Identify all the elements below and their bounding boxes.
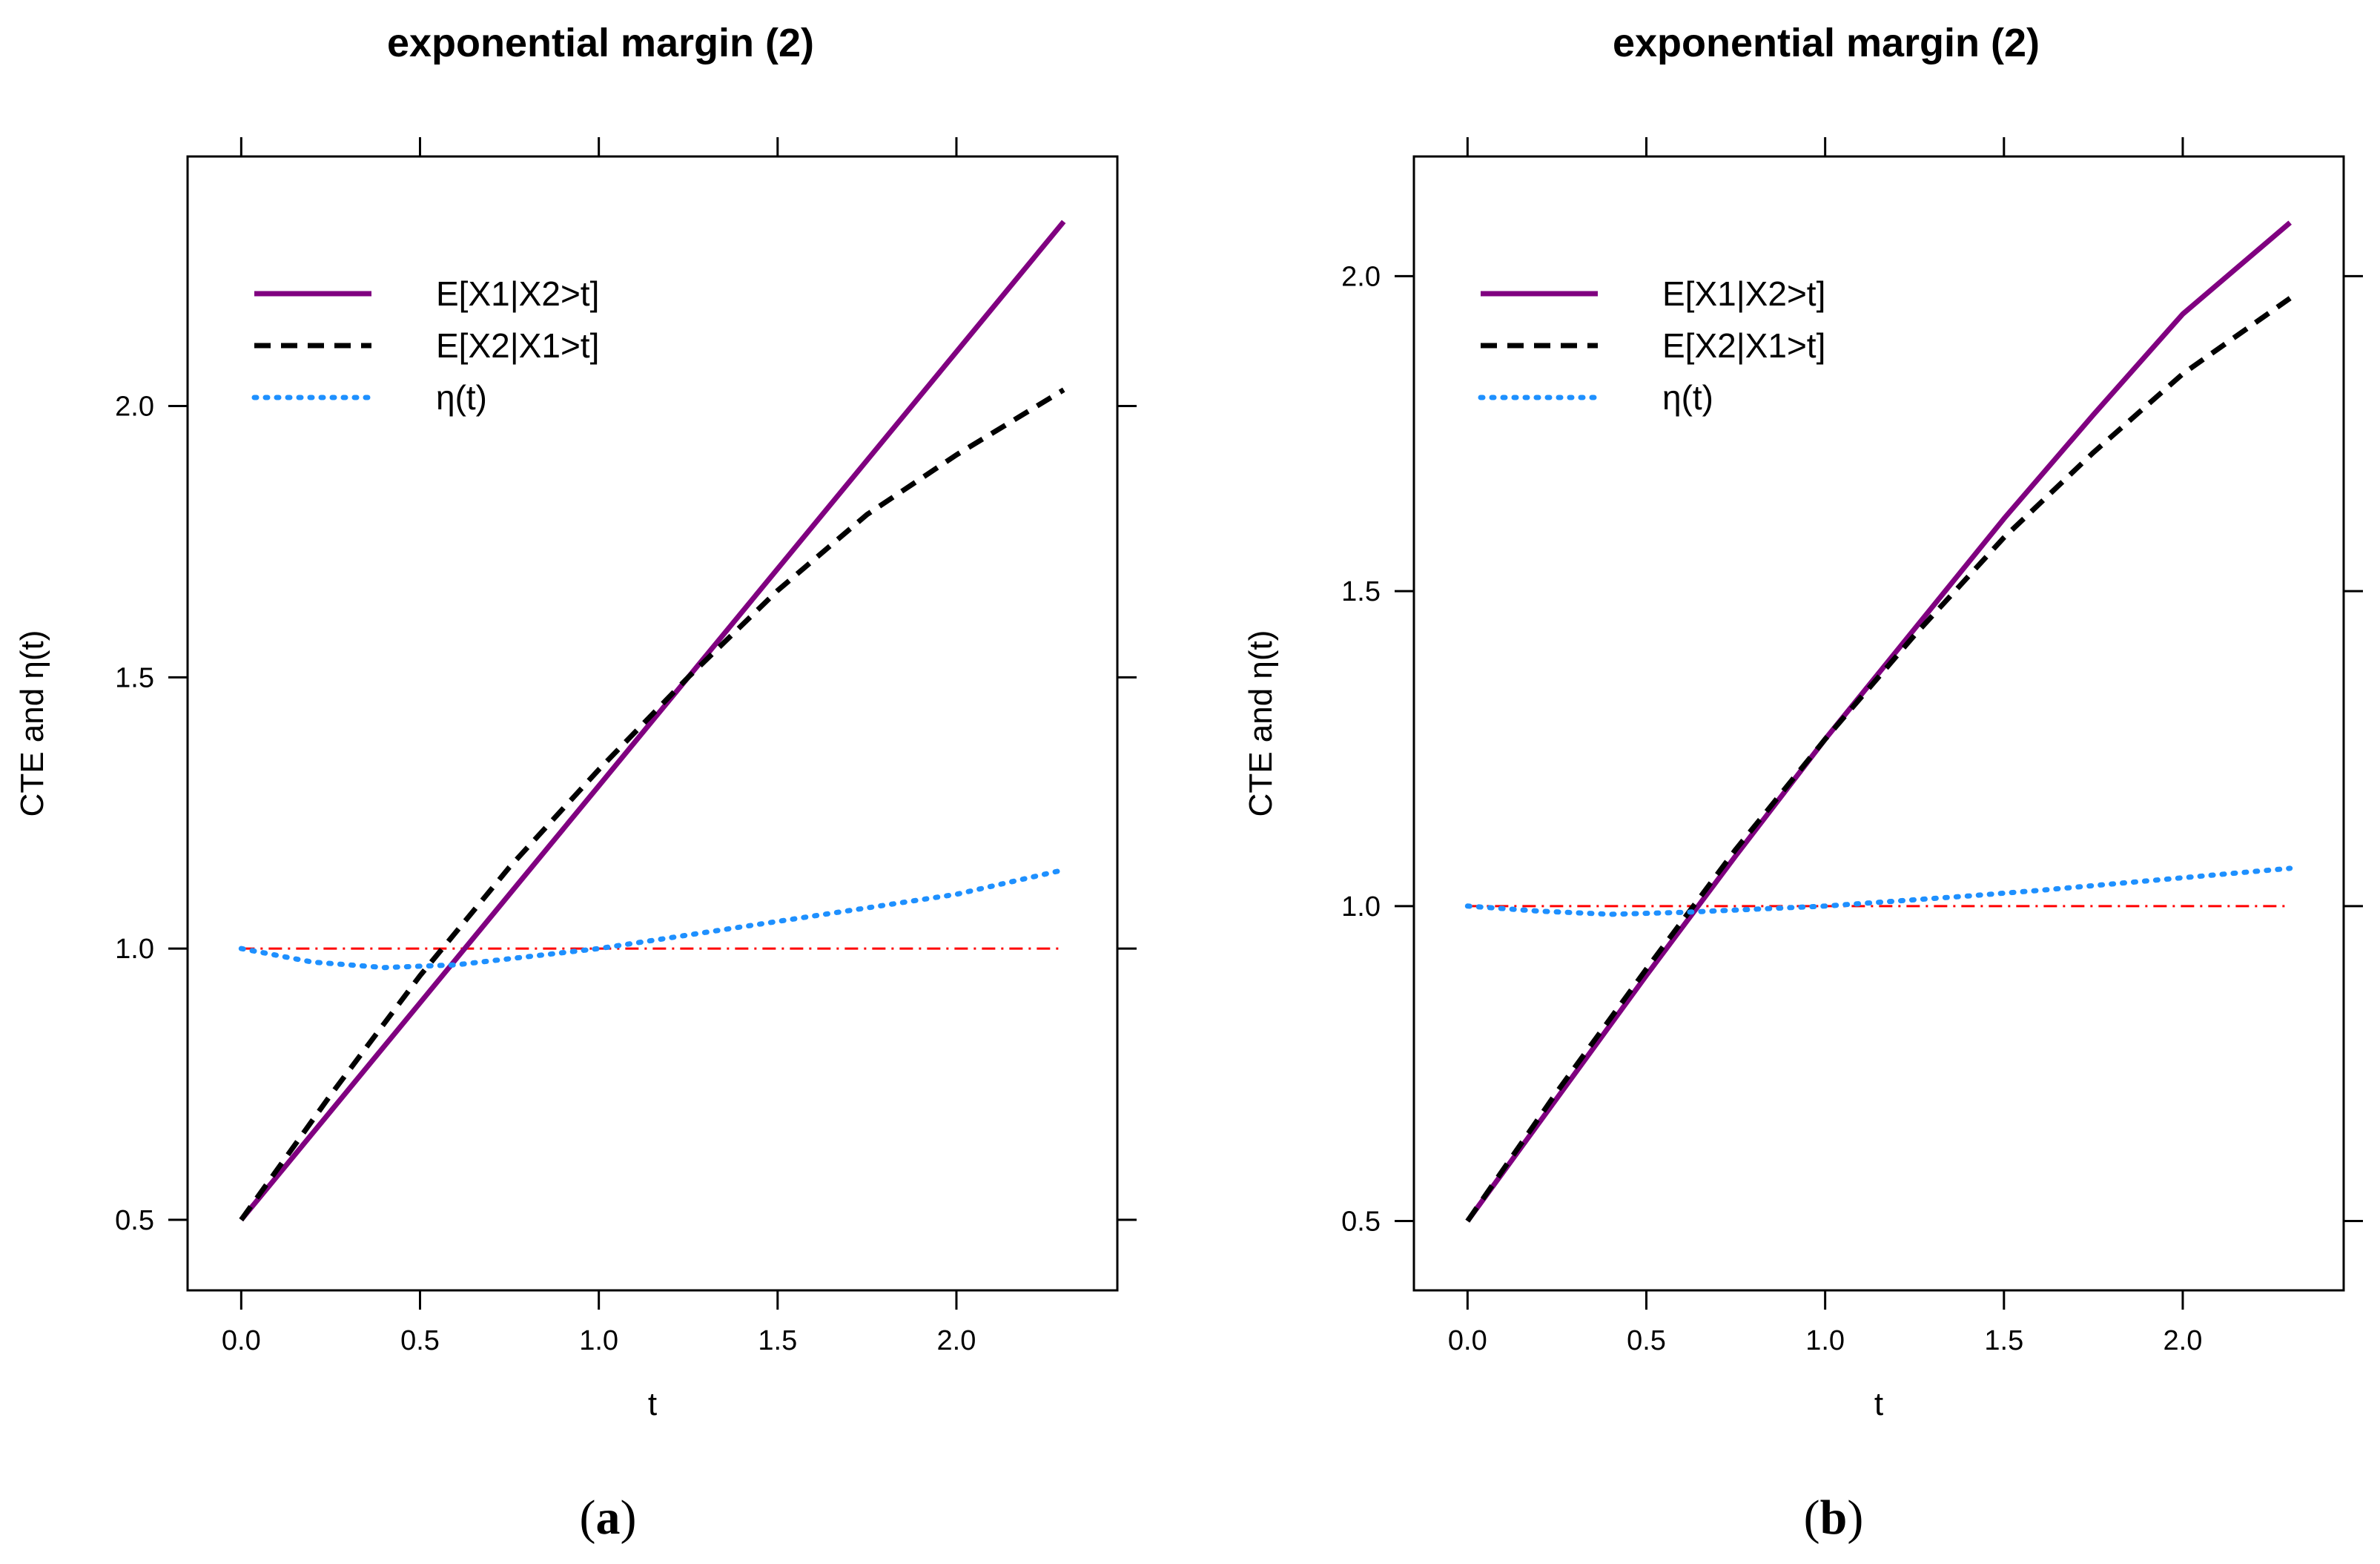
- x-tick-label: 1.0: [1805, 1325, 1845, 1356]
- series-line-3: [1464, 865, 2293, 917]
- series-line-2: [239, 387, 1065, 1221]
- legend-label: η(t): [1662, 378, 1713, 417]
- x-tick-label: 1.5: [758, 1325, 797, 1356]
- y-tick-label: 0.5: [1341, 1207, 1381, 1238]
- legend-label: E[X1|X2>t]: [436, 274, 599, 313]
- x-tick-label: 0.0: [222, 1325, 261, 1356]
- plot-frame: [1412, 155, 2345, 1292]
- legend-label: E[X2|X1>t]: [1662, 326, 1825, 365]
- x-axis-label: t: [648, 1386, 657, 1422]
- chart-title: exponential margin (2): [1613, 21, 2040, 65]
- x-axis-label: t: [1874, 1386, 1883, 1422]
- x-tick-label: 1.0: [579, 1325, 618, 1356]
- x-tick-label: 0.5: [400, 1325, 440, 1356]
- series-line-2: [1465, 296, 2292, 1223]
- legend-label: E[X2|X1>t]: [436, 326, 599, 365]
- series-line-1: [239, 220, 1066, 1222]
- y-tick-label: 1.5: [115, 662, 154, 693]
- y-tick-label: 1.0: [1341, 891, 1381, 923]
- legend: E[X1|X2>t] E[X2|X1>t] η(t): [1478, 274, 1825, 417]
- y-axis-label: CTE and η(t): [14, 630, 50, 817]
- y-tick-label: 0.5: [115, 1205, 154, 1236]
- panel-a: exponential margin (2) 0.0 0.5 1.0 1.5 2.0 0.5…: [14, 21, 1137, 1545]
- x-tick-label: 0.0: [1448, 1325, 1487, 1356]
- x-tick-label: 1.5: [1984, 1325, 2023, 1356]
- y-tick-label: 2.0: [1341, 261, 1381, 292]
- y-axis-label: CTE and η(t): [1243, 630, 1279, 817]
- legend: E[X1|X2>t] E[X2|X1>t] η(t): [251, 274, 599, 417]
- panel-label: (b): [1804, 1491, 1864, 1545]
- plot-frame: [186, 155, 1119, 1292]
- y-tick-label: 1.0: [115, 934, 154, 965]
- chart-title: exponential margin (2): [387, 21, 814, 65]
- panel-label: (a): [580, 1491, 637, 1545]
- panel-b: exponential margin (2) 0.0 0.5 1.0 1.5 2.0 0.5…: [1243, 21, 2363, 1545]
- series-line-3: [238, 867, 1067, 971]
- y-tick-label: 2.0: [115, 392, 154, 423]
- x-tick-label: 2.0: [2164, 1325, 2203, 1356]
- data-area: [1464, 220, 2293, 1223]
- series-line-1: [1465, 220, 2292, 1223]
- x-tick-label: 0.5: [1627, 1325, 1666, 1356]
- y-tick-label: 1.5: [1341, 576, 1381, 607]
- x-tick-label: 2.0: [937, 1325, 976, 1356]
- data-area: [238, 220, 1067, 1222]
- legend-label: E[X1|X2>t]: [1662, 274, 1825, 313]
- legend-label: η(t): [436, 378, 487, 417]
